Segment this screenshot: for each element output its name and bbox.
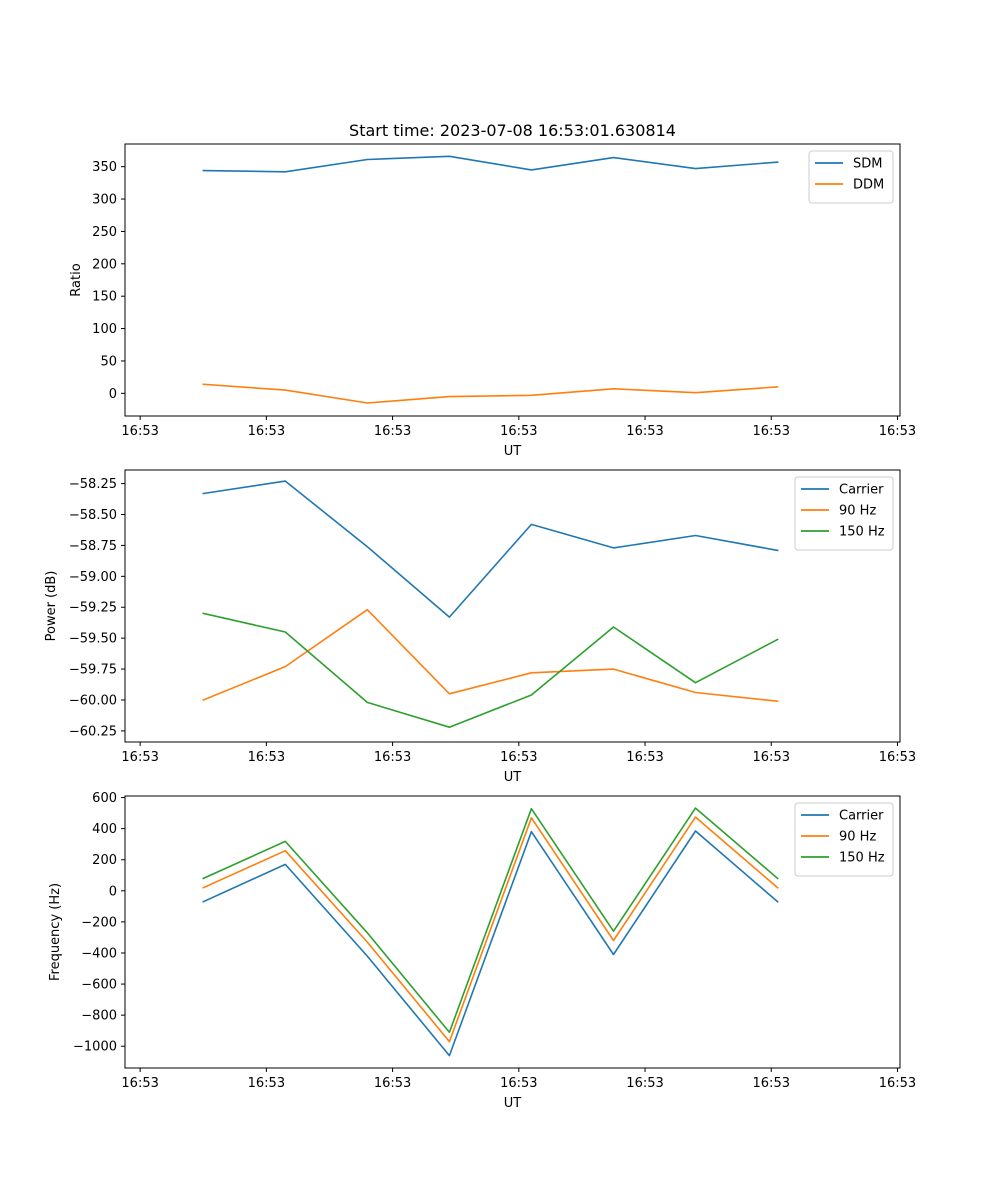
x-tick-label: 16:53 bbox=[879, 750, 916, 765]
ratio-panel: 16:5316:5316:5316:5316:5316:5316:5316:54… bbox=[69, 121, 916, 459]
x-tick-label: 16:53 bbox=[753, 750, 790, 765]
y-tick-label: −59.75 bbox=[69, 663, 117, 678]
y-axis-label: Frequency (Hz) bbox=[48, 883, 63, 981]
x-tick-label: 16:53 bbox=[626, 1076, 663, 1091]
legend-label: 90 Hz bbox=[839, 830, 876, 845]
y-axis-label: Ratio bbox=[69, 263, 84, 296]
axes-frame bbox=[124, 143, 901, 417]
y-tick-label: −59.00 bbox=[69, 570, 117, 585]
legend: SDM DDM bbox=[808, 150, 894, 204]
y-tick-label: −200 bbox=[81, 915, 117, 930]
x-tick-label: 16:53 bbox=[626, 750, 663, 765]
x-tick-label: 16:53 bbox=[879, 1076, 916, 1091]
x-tick-label: 16:53 bbox=[121, 1076, 158, 1091]
x-tick-label: 16:53 bbox=[374, 1076, 411, 1091]
y-tick-label: −1000 bbox=[73, 1040, 117, 1055]
y-tick-label: 150 bbox=[92, 290, 117, 305]
series-line-ddm bbox=[202, 383, 779, 404]
y-tick-label: 0 bbox=[109, 387, 117, 402]
x-tick-label: 16:53 bbox=[626, 424, 663, 439]
legend-box bbox=[808, 150, 894, 204]
y-tick-label: −58.75 bbox=[69, 539, 117, 554]
x-tick-label: 16:53 bbox=[248, 1076, 285, 1091]
x-axis-label: UT bbox=[504, 770, 522, 785]
y-tick-label: 600 bbox=[92, 791, 117, 806]
series-line-carrier bbox=[202, 830, 779, 1057]
x-tick-label: 16:53 bbox=[374, 750, 411, 765]
series-line-carrier bbox=[202, 480, 779, 618]
y-tick-label: −59.50 bbox=[69, 632, 117, 647]
y-tick-label: 0 bbox=[109, 884, 117, 899]
legend-label: Carrier bbox=[839, 809, 884, 824]
series-line-90-hz bbox=[202, 608, 779, 703]
axes-frame bbox=[124, 795, 901, 1069]
y-tick-label: 200 bbox=[92, 853, 117, 868]
y-tick-label: 350 bbox=[92, 160, 117, 175]
series-line-150-hz bbox=[202, 612, 779, 729]
x-tick-label: 16:53 bbox=[248, 424, 285, 439]
x-tick-label: 16:53 bbox=[248, 750, 285, 765]
legend-label: 150 Hz bbox=[839, 851, 885, 866]
x-tick-label: 16:53 bbox=[121, 750, 158, 765]
y-tick-label: −60.25 bbox=[69, 724, 117, 739]
x-tick-label: 16:53 bbox=[500, 1076, 537, 1091]
x-axis-label: UT bbox=[504, 444, 522, 459]
legend-label: 90 Hz bbox=[839, 504, 876, 519]
legend-label: SDM bbox=[853, 157, 882, 172]
frequency-panel: 16:5316:5316:5316:5316:5316:5316:5316:54… bbox=[48, 791, 916, 1111]
y-tick-label: −800 bbox=[81, 1009, 117, 1024]
series-line-150-hz bbox=[202, 807, 779, 1034]
x-axis-label: UT bbox=[504, 1096, 522, 1111]
legend: Carrier 90 Hz 150 Hz bbox=[794, 476, 894, 551]
y-tick-label: 400 bbox=[92, 822, 117, 837]
y-tick-label: 250 bbox=[92, 225, 117, 240]
x-tick-label: 16:53 bbox=[753, 1076, 790, 1091]
legend-label: 150 Hz bbox=[839, 525, 885, 540]
x-tick-label: 16:53 bbox=[374, 424, 411, 439]
y-tick-label: −58.50 bbox=[69, 508, 117, 523]
y-axis-label: Power (dB) bbox=[44, 571, 59, 642]
legend-label: Carrier bbox=[839, 483, 884, 498]
y-tick-label: −400 bbox=[81, 946, 117, 961]
x-tick-label: 16:53 bbox=[753, 424, 790, 439]
legend: Carrier 90 Hz 150 Hz bbox=[794, 802, 894, 877]
x-tick-label: 16:53 bbox=[500, 424, 537, 439]
y-tick-label: −59.25 bbox=[69, 601, 117, 616]
x-tick-label: 16:53 bbox=[500, 750, 537, 765]
legend-label: DDM bbox=[853, 178, 884, 193]
chart-title: Start time: 2023-07-08 16:53:01.630814 bbox=[349, 121, 676, 140]
y-tick-label: −60.00 bbox=[69, 693, 117, 708]
y-tick-label: 300 bbox=[92, 193, 117, 208]
y-tick-label: 200 bbox=[92, 257, 117, 272]
series-line-90-hz bbox=[202, 816, 779, 1043]
axes-frame bbox=[124, 469, 901, 743]
y-tick-label: 50 bbox=[100, 354, 117, 369]
y-tick-label: 100 bbox=[92, 322, 117, 337]
y-tick-label: −600 bbox=[81, 978, 117, 993]
x-tick-label: 16:53 bbox=[879, 424, 916, 439]
y-tick-label: −58.25 bbox=[69, 477, 117, 492]
x-tick-label: 16:53 bbox=[121, 424, 158, 439]
series-line-sdm bbox=[202, 155, 779, 173]
power-panel: 16:5316:5316:5316:5316:5316:5316:5316:54… bbox=[44, 469, 916, 785]
